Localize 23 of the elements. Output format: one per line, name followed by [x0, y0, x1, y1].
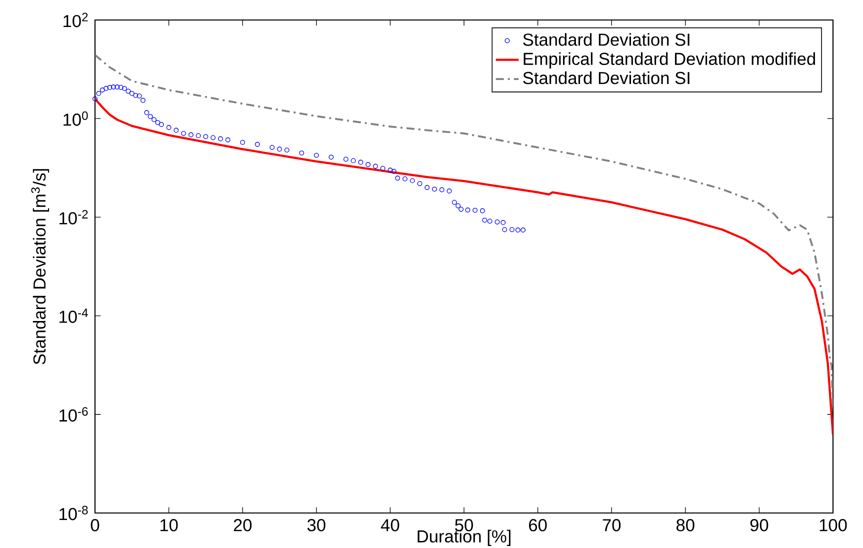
line-series — [95, 98, 833, 436]
y-tick-label: 10$^{2}$ — [64, 12, 88, 28]
x-tick-label: 30 — [307, 519, 326, 532]
x-tick-label: 20 — [234, 519, 252, 532]
x-tick-label: 40 — [380, 519, 400, 532]
x-axis-title: Duration [%] — [418, 530, 510, 546]
x-tick-label: 70 — [602, 519, 621, 532]
x-tick-label: 50 — [455, 519, 473, 532]
y-tick-label: 10$^{0}$ — [64, 111, 88, 126]
y-tick-label: 10$^{-2}$ — [60, 210, 88, 224]
x-tick-label: 10 — [160, 519, 178, 532]
y-tick-label: 10$^{-4}$ — [60, 308, 88, 323]
x-tick-label: 60 — [529, 519, 547, 532]
legend-label: Empirical Standard Deviation modified — [524, 52, 816, 68]
y-tick-label: 10$^{-6}$ — [60, 407, 88, 422]
x-tick-label: 100 — [820, 519, 847, 532]
y-axis-title: Standard Deviation [m$^{3}$/s] — [31, 169, 50, 364]
x-tick-label: 0 — [90, 519, 100, 532]
x-tick-label: 80 — [676, 519, 694, 532]
y-tick-label: 10$^{-8}$ — [60, 506, 88, 520]
x-tick-label: 90 — [750, 519, 768, 532]
legend-label: Standard Deviation SI — [523, 33, 690, 46]
legend-label: Standard Deviation SI — [523, 71, 690, 84]
